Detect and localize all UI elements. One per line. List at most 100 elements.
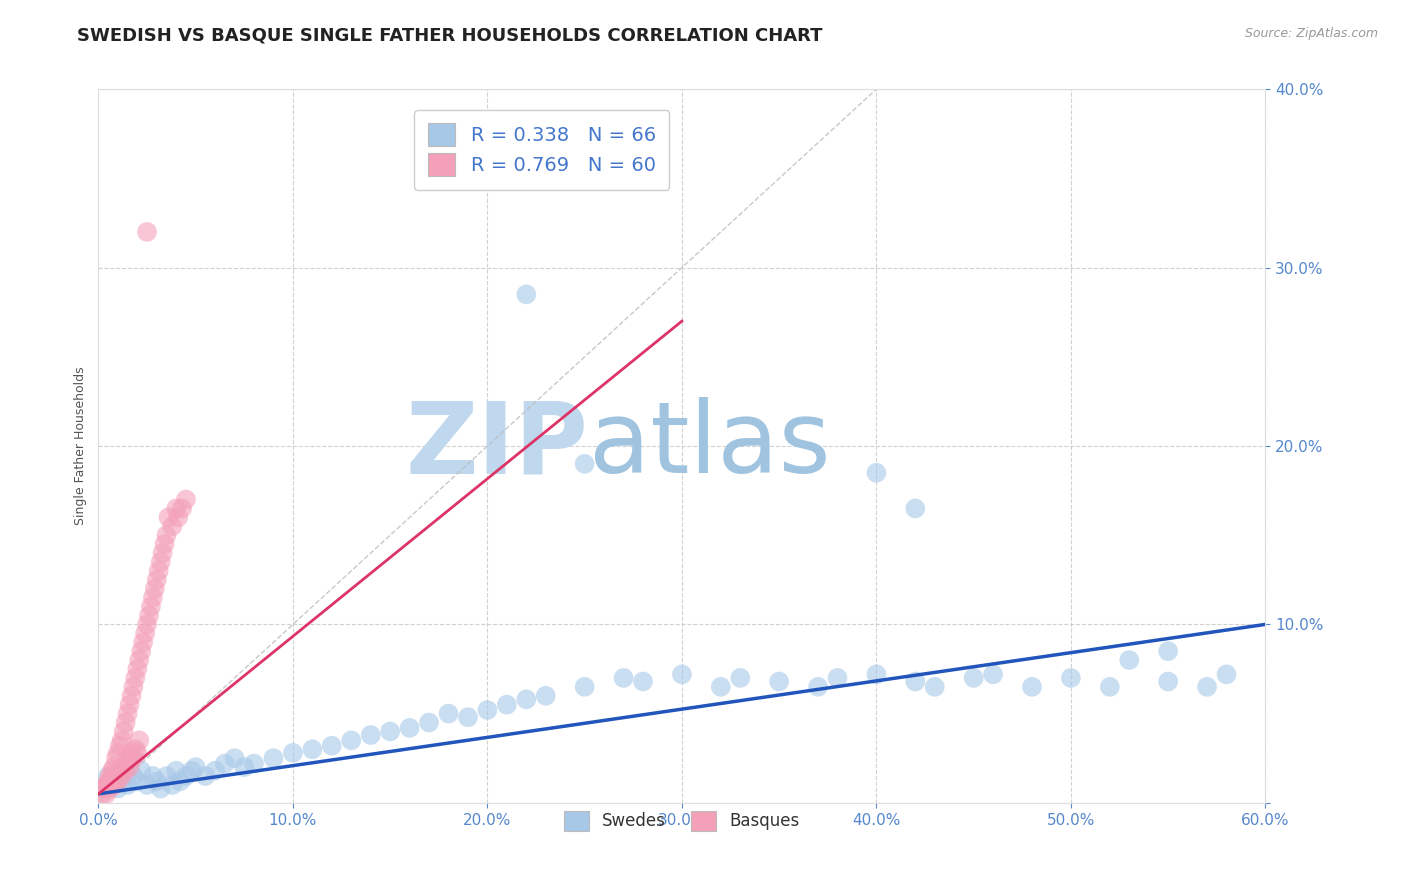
Point — [224, 751, 246, 765]
Point — [157, 510, 180, 524]
Point — [121, 746, 143, 760]
Legend: Swedes, Basques: Swedes, Basques — [554, 800, 810, 841]
Point — [170, 501, 193, 516]
Point — [418, 715, 440, 730]
Point — [136, 778, 159, 792]
Point — [98, 769, 121, 783]
Point — [924, 680, 946, 694]
Point — [96, 787, 118, 801]
Point — [93, 781, 115, 796]
Point — [136, 225, 159, 239]
Point — [114, 764, 136, 778]
Point — [243, 756, 266, 771]
Point — [97, 769, 120, 783]
Point — [631, 674, 654, 689]
Point — [174, 769, 197, 783]
Point — [155, 528, 177, 542]
Point — [233, 760, 256, 774]
Point — [155, 769, 177, 783]
Text: ZIP: ZIP — [406, 398, 589, 494]
Point — [194, 769, 217, 783]
Point — [574, 680, 596, 694]
Point — [904, 501, 927, 516]
Point — [1215, 667, 1237, 681]
Point — [162, 519, 184, 533]
Point — [124, 671, 146, 685]
Point — [165, 501, 187, 516]
Point — [128, 733, 150, 747]
Point — [107, 774, 129, 789]
Point — [1195, 680, 1218, 694]
Point — [107, 781, 129, 796]
Point — [118, 698, 141, 712]
Point — [671, 667, 693, 681]
Point — [122, 769, 145, 783]
Point — [134, 626, 156, 640]
Point — [108, 739, 131, 753]
Point — [108, 764, 131, 778]
Point — [162, 778, 184, 792]
Point — [174, 492, 197, 507]
Text: Source: ZipAtlas.com: Source: ZipAtlas.com — [1244, 27, 1378, 40]
Point — [534, 689, 557, 703]
Point — [127, 662, 149, 676]
Point — [97, 778, 120, 792]
Point — [127, 774, 149, 789]
Point — [96, 778, 118, 792]
Point — [98, 781, 121, 796]
Point — [962, 671, 984, 685]
Point — [865, 466, 887, 480]
Point — [139, 599, 162, 614]
Point — [136, 617, 159, 632]
Point — [128, 653, 150, 667]
Point — [1021, 680, 1043, 694]
Point — [117, 706, 139, 721]
Point — [515, 692, 537, 706]
Point — [152, 546, 174, 560]
Point — [1098, 680, 1121, 694]
Text: SWEDISH VS BASQUE SINGLE FATHER HOUSEHOLDS CORRELATION CHART: SWEDISH VS BASQUE SINGLE FATHER HOUSEHOL… — [77, 27, 823, 45]
Point — [124, 742, 146, 756]
Point — [132, 635, 155, 649]
Point — [149, 555, 172, 569]
Point — [710, 680, 733, 694]
Point — [93, 781, 115, 796]
Point — [114, 715, 136, 730]
Point — [127, 746, 149, 760]
Point — [281, 746, 304, 760]
Point — [143, 582, 166, 596]
Point — [204, 764, 226, 778]
Point — [730, 671, 752, 685]
Point — [142, 591, 165, 605]
Point — [138, 608, 160, 623]
Point — [321, 739, 343, 753]
Point — [1157, 644, 1180, 658]
Point — [153, 537, 176, 551]
Y-axis label: Single Father Households: Single Father Households — [75, 367, 87, 525]
Point — [496, 698, 519, 712]
Point — [122, 751, 145, 765]
Point — [904, 674, 927, 689]
Point — [101, 764, 124, 778]
Point — [437, 706, 460, 721]
Point — [103, 778, 125, 792]
Point — [165, 764, 187, 778]
Point — [97, 774, 120, 789]
Point — [112, 760, 135, 774]
Point — [117, 778, 139, 792]
Point — [91, 787, 114, 801]
Point — [169, 774, 191, 789]
Point — [613, 671, 636, 685]
Point — [111, 774, 134, 789]
Text: atlas: atlas — [589, 398, 830, 494]
Point — [184, 760, 207, 774]
Point — [214, 756, 236, 771]
Point — [340, 733, 363, 747]
Point — [398, 721, 420, 735]
Point — [457, 710, 479, 724]
Point — [360, 728, 382, 742]
Point — [112, 724, 135, 739]
Point — [574, 457, 596, 471]
Point — [380, 724, 402, 739]
Point — [111, 733, 134, 747]
